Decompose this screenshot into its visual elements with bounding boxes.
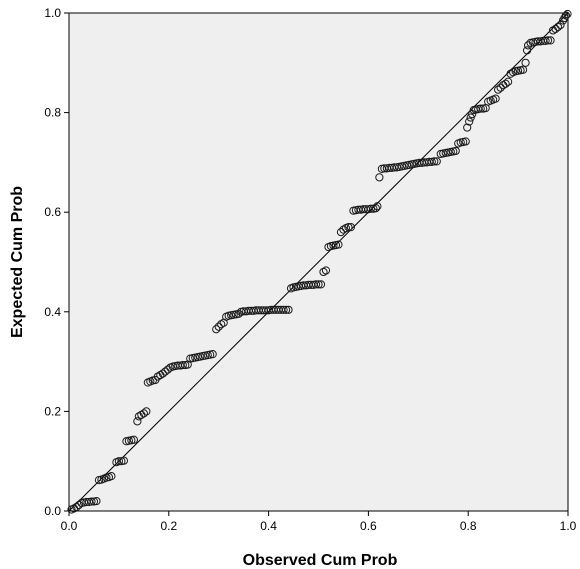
data-point [72,502,81,512]
data-point [543,36,553,45]
data-point [561,11,571,20]
x-tick-label: 0.6 [360,519,377,533]
data-point [281,305,291,314]
data-point [133,417,142,426]
data-point [546,36,555,45]
data-point [496,83,505,92]
data-point [339,225,348,234]
data-point [344,223,353,232]
data-point [451,146,460,156]
data-point [491,94,500,103]
y-tick-label: 0.0 [44,504,61,518]
data-point [178,360,187,370]
y-tick-label: 0.8 [44,106,61,120]
data-point [74,500,84,510]
data-point [521,58,530,67]
data-point [284,305,293,314]
x-tick-label: 0.0 [61,519,78,533]
data-point [463,123,472,132]
data-point [114,457,124,466]
data-point [139,409,148,418]
x-tick-label: 0.2 [160,519,177,533]
data-point [522,46,532,55]
data-point [556,20,565,30]
data-point [494,85,503,94]
data-point [119,456,128,465]
data-point [161,367,170,376]
data-point [563,9,572,19]
data-point [476,104,485,113]
x-axis-title: Observed Cum Prob [243,552,398,569]
data-point [371,204,380,213]
data-point [334,240,343,249]
data-point [336,228,346,237]
data-point [373,202,382,211]
data-point [506,69,515,78]
data-point [551,24,560,34]
data-point [461,137,470,146]
data-point [142,407,151,416]
reference-line [68,12,569,512]
data-point [212,325,221,334]
data-point [430,157,439,166]
data-point [504,77,513,86]
x-tick-label: 0.4 [260,519,277,533]
y-tick-label: 1.0 [44,6,61,20]
data-point [87,497,96,506]
data-point [279,305,288,314]
data-point [129,435,138,444]
x-tick-label: 1.0 [560,519,577,533]
data-point [375,173,384,182]
data-point [553,22,563,32]
data-point [432,157,441,166]
x-tick-label: 0.8 [460,519,477,533]
data-point [234,309,243,318]
y-axis-title: Expected Cum Prob [9,186,26,338]
data-point [346,223,356,232]
y-axis-ticks: 0.0 0.2 0.4 0.6 0.8 1.0 [44,6,69,518]
data-point [158,369,167,378]
data-point [314,280,323,289]
data-point [518,65,528,74]
data-points [67,9,572,514]
data-point [217,320,226,329]
y-tick-label: 0.2 [44,404,61,418]
data-point [107,472,116,481]
data-point [465,117,474,126]
data-point [311,280,321,289]
x-axis-ticks: 0.0 0.2 0.4 0.6 0.8 1.0 [61,511,577,533]
data-point [214,322,223,331]
y-tick-label: 0.4 [44,305,61,319]
data-point [321,266,331,275]
data-point [316,280,326,289]
data-point [501,79,510,88]
data-point [208,350,217,359]
data-point [319,267,328,277]
data-point [92,496,101,506]
y-tick-label: 0.6 [44,205,61,219]
